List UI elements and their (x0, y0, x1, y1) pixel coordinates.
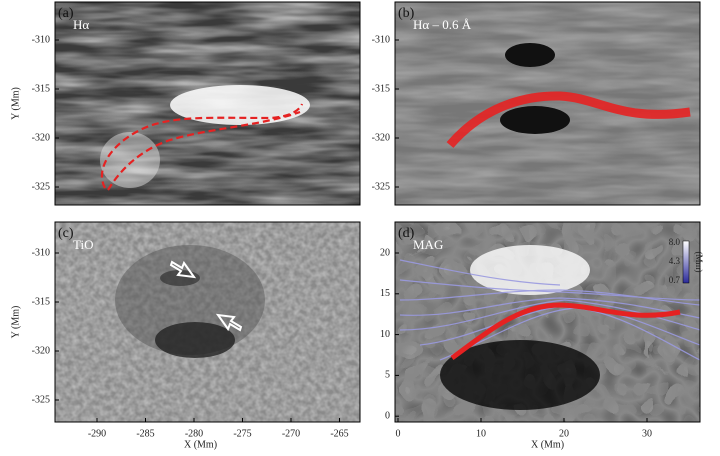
x-tick-label: -280 (185, 428, 203, 439)
y-tick-label: 0 (385, 410, 390, 421)
panel-d (394, 221, 701, 423)
y-tick-label: 10 (380, 329, 390, 340)
x-axis-label: X (Mm) (184, 439, 217, 450)
x-axis-label: X (Mm) (531, 439, 564, 450)
y-tick-label: -315 (32, 296, 50, 307)
y-tick-label: 15 (380, 288, 390, 299)
x-tick-label: 30 (642, 428, 652, 439)
x-tick-label: -285 (136, 428, 154, 439)
x-tick-label: -290 (88, 428, 106, 439)
y-tick-label: -325 (32, 181, 50, 192)
panel-title: MAG (413, 237, 443, 252)
panel-title: Hα – 0.6 Å (413, 17, 472, 32)
y-tick-label: -325 (32, 394, 50, 405)
panel-c (54, 221, 361, 423)
colorbar-tick: 8.0 (669, 237, 681, 247)
panel-a (54, 1, 361, 206)
y-axis-label: Y (Mm) (10, 306, 21, 339)
y-tick-label: -310 (32, 34, 50, 45)
y-tick-label: -315 (372, 83, 390, 94)
colorbar-tick: 0.7 (669, 275, 681, 285)
x-tick-label: 10 (476, 428, 486, 439)
panel-label: (b) (398, 6, 415, 21)
colorbar-unit: (Mm) (694, 252, 704, 273)
y-tick-label: -320 (32, 345, 50, 356)
panel-label: (c) (58, 226, 74, 241)
panel-title: Hα (73, 17, 89, 32)
colorbar-tick: 4.3 (669, 256, 681, 266)
panel-title: TiO (73, 237, 93, 252)
x-tick-label: -265 (330, 428, 348, 439)
y-tick-label: 5 (385, 370, 390, 381)
y-tick-label: -320 (372, 132, 390, 143)
y-axis-label: Y (Mm) (10, 87, 21, 120)
y-tick-label: -315 (32, 83, 50, 94)
y-tick-label: -310 (32, 247, 50, 258)
panel-label: (d) (398, 226, 415, 241)
y-tick-label: -325 (372, 181, 390, 192)
panel-b (394, 1, 701, 206)
x-tick-label: 0 (396, 428, 401, 439)
x-tick-label: 20 (559, 428, 569, 439)
y-tick-label: 20 (380, 247, 390, 258)
panel-label: (a) (58, 6, 74, 21)
x-tick-label: -275 (233, 428, 251, 439)
y-tick-label: -310 (372, 34, 390, 45)
x-tick-label: -270 (282, 428, 300, 439)
y-tick-label: -320 (32, 132, 50, 143)
